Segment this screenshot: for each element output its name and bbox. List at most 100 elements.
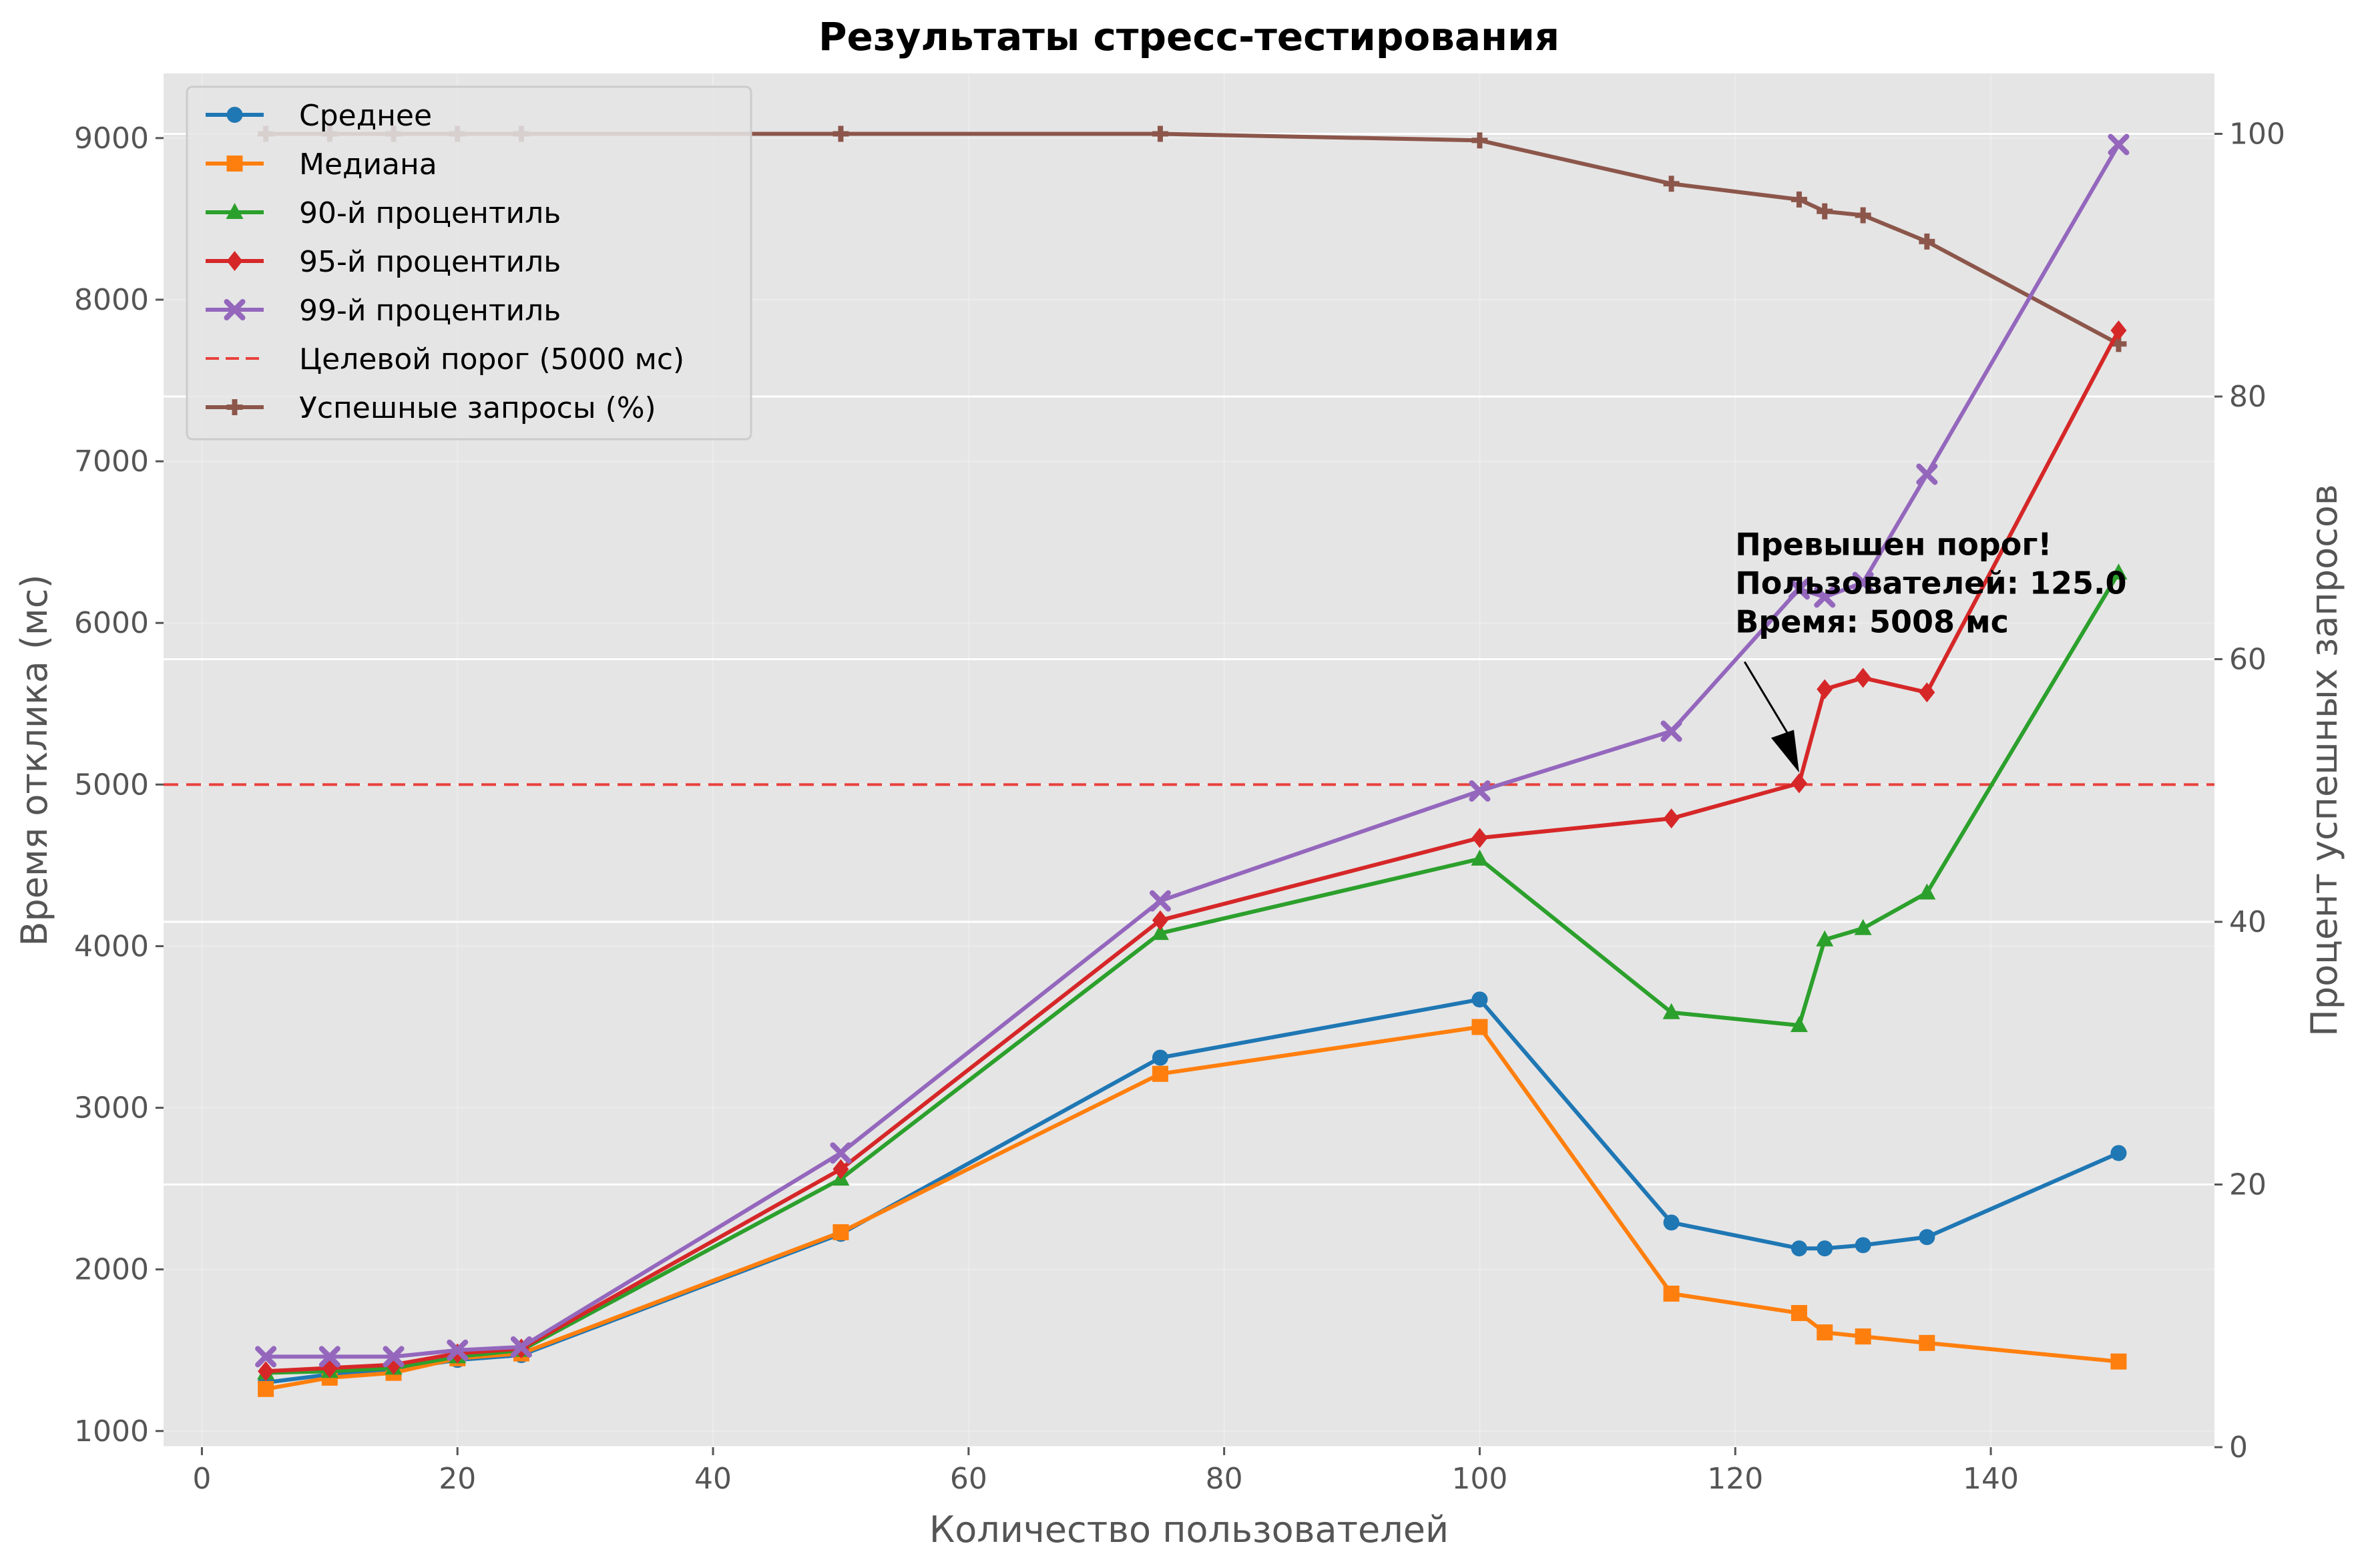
chart-title: Результаты стресс-тестирования <box>818 14 1560 59</box>
data-point <box>833 1159 849 1180</box>
data-point <box>1663 1214 1680 1231</box>
data-point <box>1471 132 1488 149</box>
y-axis-label: Время отклика (мс) <box>13 574 55 946</box>
data-point <box>1469 780 1491 802</box>
x-marker-stroke <box>1788 578 1810 600</box>
data-point <box>833 1224 849 1240</box>
x-tick-label: 60 <box>950 1462 987 1496</box>
series-line <box>266 571 2121 1375</box>
data-point <box>1919 682 1935 703</box>
legend-swatch-marker <box>226 203 244 219</box>
data-point <box>1790 1016 1808 1033</box>
y-axis-right: 0 20 40 60 80 100 <box>2214 117 2285 1465</box>
data-point <box>1791 773 1807 794</box>
data-point <box>1855 207 1871 224</box>
series-line <box>266 144 2121 1359</box>
legend-swatch-marker <box>226 107 243 123</box>
y-axis-left: 1000 2000 3000 4000 5000 6000 7000 8000 9000 <box>74 121 164 1449</box>
x-marker-stroke <box>830 1142 852 1164</box>
x-marker-stroke <box>1660 720 1682 742</box>
data-point <box>1816 930 1834 947</box>
y-tick-label: 9000 <box>74 121 149 156</box>
legend-swatch-marker <box>226 156 243 172</box>
x-marker-stroke <box>383 1346 405 1368</box>
data-point <box>830 1142 852 1164</box>
y-tick-label: 3000 <box>74 1091 149 1125</box>
x-tick-label: 0 <box>192 1462 211 1496</box>
annotation-arrow-shaft <box>1743 661 1793 740</box>
y-tick-label: 4000 <box>74 929 149 963</box>
x-tick-label: 40 <box>694 1462 732 1496</box>
legend-label: Среднее <box>299 99 432 133</box>
data-point <box>1663 1285 1680 1302</box>
data-point <box>1855 668 1871 688</box>
x-axis-label: Количество пользователей <box>929 1509 1449 1551</box>
legend-label: 90-й процентиль <box>299 196 561 230</box>
data-point <box>1471 849 1489 866</box>
series-4 <box>255 134 2130 1368</box>
data-point <box>2110 320 2127 340</box>
data-point <box>1814 586 1836 608</box>
data-point <box>1152 125 1168 142</box>
data-point <box>1151 924 1169 941</box>
legend-label: 99-й процентиль <box>299 294 561 328</box>
series-layer <box>255 125 2130 1397</box>
y-right-tick-label: 100 <box>2229 117 2285 152</box>
data-point <box>258 1361 274 1382</box>
data-point <box>1916 463 1938 485</box>
data-point <box>2110 1353 2127 1370</box>
legend-swatch-marker <box>224 299 246 320</box>
data-point <box>1919 1229 1935 1246</box>
data-point <box>2108 134 2130 156</box>
legend-label: 95-й процентиль <box>299 245 561 279</box>
x-marker-stroke <box>510 1336 532 1358</box>
data-point <box>2110 1145 2127 1161</box>
y-right-tick-label: 60 <box>2229 643 2267 677</box>
x-marker-stroke <box>224 299 246 320</box>
data-point <box>258 1380 274 1397</box>
data-point <box>1149 890 1171 912</box>
y-tick-label: 7000 <box>74 445 149 479</box>
data-point <box>318 1346 340 1368</box>
data-point <box>1855 1328 1871 1345</box>
data-point <box>1662 1003 1680 1019</box>
x-marker-stroke <box>1916 463 1938 485</box>
y-tick-label: 5000 <box>74 768 149 802</box>
x-tick-label: 140 <box>1963 1462 2019 1496</box>
legend-swatch-marker <box>226 251 243 271</box>
data-point <box>1471 828 1488 848</box>
legend-swatch-marker <box>226 399 243 415</box>
legend-label: Успешные запросы (%) <box>299 391 656 425</box>
data-point <box>1471 1019 1488 1035</box>
x-marker-stroke <box>1149 890 1171 912</box>
data-point <box>833 125 849 142</box>
y-tick-label: 6000 <box>74 606 149 640</box>
data-point <box>1919 1334 1935 1351</box>
legend-label: Целевой порог (5000 мс) <box>299 342 684 376</box>
data-point <box>1918 883 1936 900</box>
annotation-line-2: Пользователей: 125.0 <box>1735 565 2126 601</box>
x-marker-stroke <box>1469 780 1491 802</box>
data-point <box>1919 233 1935 250</box>
data-point <box>2110 563 2128 580</box>
annotation-line-1: Превышен порог! <box>1735 527 2052 563</box>
x-marker-stroke <box>318 1346 340 1368</box>
data-point <box>1817 203 1833 220</box>
data-point <box>447 1339 469 1361</box>
threshold-annotation: Превышен порог! Пользователей: 125.0 Вре… <box>1735 527 2127 773</box>
y-tick-label: 8000 <box>74 283 149 317</box>
data-point <box>1855 1237 1871 1254</box>
x-marker-stroke <box>447 1339 469 1361</box>
x-marker-stroke <box>2108 134 2130 156</box>
data-point <box>1471 991 1488 1008</box>
data-point <box>1152 1065 1168 1082</box>
data-point <box>1660 720 1682 742</box>
data-point <box>1791 191 1807 208</box>
x-marker-stroke <box>255 1346 277 1368</box>
x-tick-label: 100 <box>1451 1462 1507 1496</box>
data-point <box>1791 1240 1807 1257</box>
x-tick-label: 80 <box>1206 1462 1243 1496</box>
data-point <box>510 1336 532 1358</box>
y-right-tick-label: 40 <box>2229 905 2267 939</box>
